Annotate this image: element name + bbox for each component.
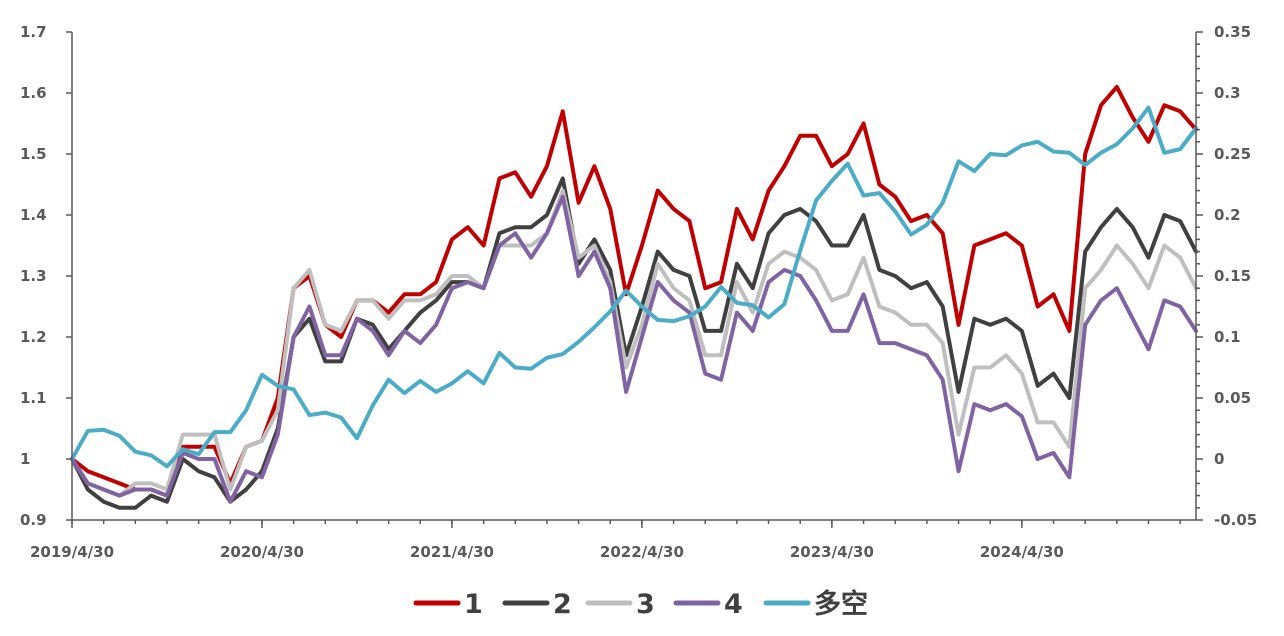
legend-item-3: 3 — [585, 589, 655, 620]
series-line-5 — [70, 105, 1198, 469]
left-y-tick-label: 1.4 — [20, 206, 47, 224]
axes-layer: 0.9 1 1.1 1.2 1.3 1.4 1.5 1.6 1.7 -0.05 0 0.05 0.1 0.… — [20, 23, 1257, 561]
left-y-tick-label: 1.3 — [20, 267, 47, 285]
right-y-tick-label: 0.3 — [1214, 84, 1241, 102]
right-y-tick-label: 0.15 — [1214, 267, 1251, 285]
legend-item-1: 1 — [413, 589, 483, 620]
left-y-tick-label: 1.5 — [20, 145, 47, 163]
x-tick-label: 2022/4/30 — [600, 543, 684, 561]
left-y-tick-label: 1.2 — [20, 328, 47, 346]
legend: 1 2 3 4 多空 — [413, 588, 868, 620]
right-y-tick-label: 0 — [1214, 450, 1224, 468]
series-line-3 — [70, 188, 1198, 498]
legend-label: 多空 — [814, 588, 868, 620]
legend-label: 3 — [636, 589, 655, 620]
legend-label: 1 — [464, 589, 483, 620]
left-y-tick-label: 0.9 — [20, 511, 47, 529]
right-y-tick-label: -0.05 — [1214, 511, 1257, 529]
right-y-tick-label: 0.25 — [1214, 145, 1251, 163]
legend-item-2: 2 — [502, 589, 572, 620]
left-y-tick-label: 1.7 — [20, 23, 47, 41]
series-layer — [70, 84, 1198, 510]
left-y-tick-label: 1 — [20, 450, 30, 468]
legend-label: 4 — [724, 589, 743, 620]
x-tick-label: 2024/4/30 — [980, 543, 1064, 561]
right-y-tick-label: 0.35 — [1214, 23, 1251, 41]
right-y-tick-label: 0.05 — [1214, 389, 1251, 407]
legend-item-4: 4 — [673, 589, 743, 620]
right-y-tick-label: 0.2 — [1214, 206, 1241, 224]
left-y-tick-label: 1.1 — [20, 389, 47, 407]
right-y-tick-label: 0.1 — [1214, 328, 1241, 346]
x-tick-label: 2023/4/30 — [790, 543, 874, 561]
left-y-tick-label: 1.6 — [20, 84, 47, 102]
x-tick-label: 2021/4/30 — [410, 543, 494, 561]
series-line-4 — [70, 194, 1198, 504]
x-tick-label: 2020/4/30 — [220, 543, 304, 561]
legend-label: 2 — [553, 589, 572, 620]
legend-item-5: 多空 — [763, 588, 868, 620]
x-tick-label: 2019/4/30 — [30, 543, 114, 561]
